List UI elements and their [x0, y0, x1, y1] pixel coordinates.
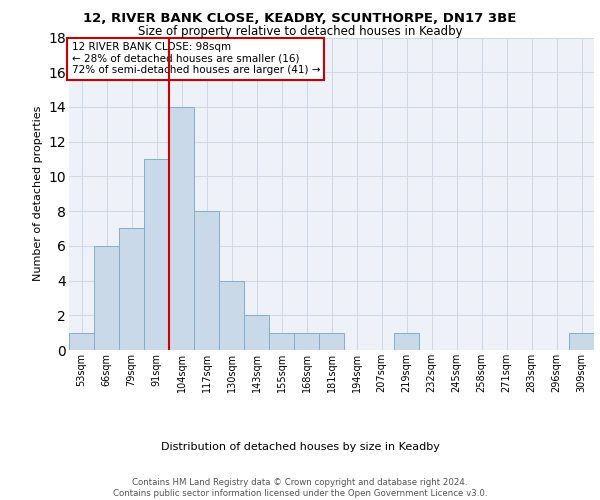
Bar — [194, 211, 219, 350]
Bar — [294, 332, 319, 350]
Bar — [144, 159, 169, 350]
Bar — [244, 316, 269, 350]
Bar — [169, 107, 194, 350]
Text: Size of property relative to detached houses in Keadby: Size of property relative to detached ho… — [137, 25, 463, 38]
Text: Contains HM Land Registry data © Crown copyright and database right 2024.
Contai: Contains HM Land Registry data © Crown c… — [113, 478, 487, 498]
Text: Distribution of detached houses by size in Keadby: Distribution of detached houses by size … — [161, 442, 439, 452]
Y-axis label: Number of detached properties: Number of detached properties — [33, 106, 43, 282]
Bar — [69, 332, 94, 350]
Bar — [319, 332, 344, 350]
Bar — [394, 332, 419, 350]
Bar — [94, 246, 119, 350]
Bar — [269, 332, 294, 350]
Text: 12 RIVER BANK CLOSE: 98sqm
← 28% of detached houses are smaller (16)
72% of semi: 12 RIVER BANK CLOSE: 98sqm ← 28% of deta… — [71, 42, 320, 76]
Text: 12, RIVER BANK CLOSE, KEADBY, SCUNTHORPE, DN17 3BE: 12, RIVER BANK CLOSE, KEADBY, SCUNTHORPE… — [83, 12, 517, 26]
Bar — [119, 228, 144, 350]
Bar — [569, 332, 594, 350]
Bar — [219, 280, 244, 350]
